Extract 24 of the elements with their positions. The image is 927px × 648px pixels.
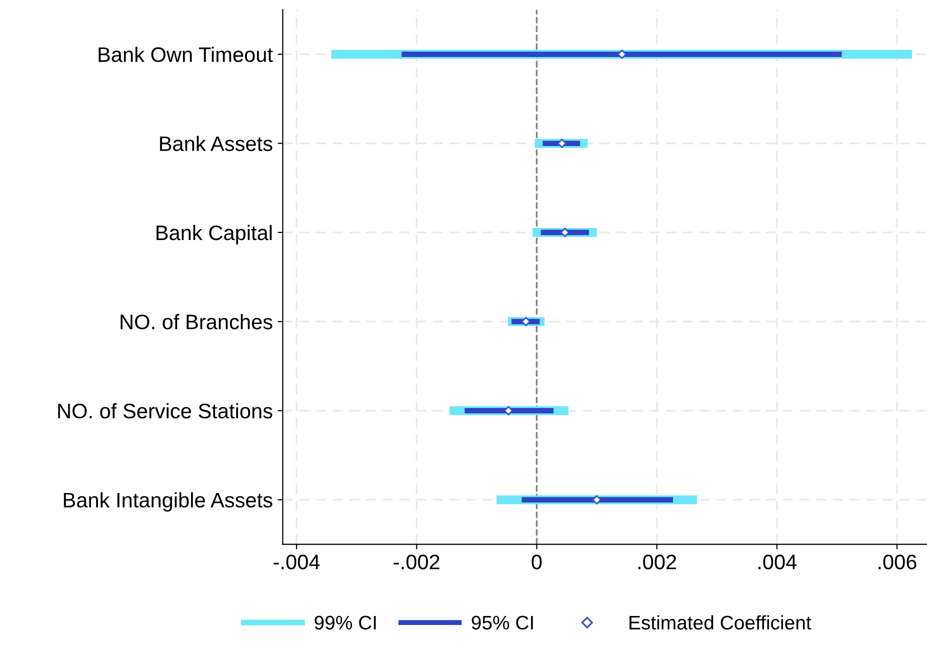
point: [560, 228, 570, 238]
point: [617, 50, 627, 59]
x-tick-label: -.004: [274, 554, 320, 570]
y-tick-label: Bank Intangible Assets: [64, 492, 272, 512]
x-tick-label: -.002: [394, 554, 440, 570]
point: [521, 316, 531, 326]
y-tick-label: Bank Capital: [156, 224, 272, 244]
y-tick-label: Bank Assets: [160, 136, 272, 152]
bar: [464, 408, 554, 414]
y-tick-label: NO. of Service Stations: [58, 403, 272, 418]
x-tick-label: .006: [878, 554, 916, 570]
y-tick-label: NO. of Branches: [120, 314, 272, 330]
x-tick-label: .004: [758, 554, 797, 570]
bar: [402, 52, 842, 57]
legend-label: 95% CI: [472, 616, 533, 630]
point: [504, 406, 514, 416]
y-tick-label: Bank Own Timeout: [98, 46, 273, 62]
x-tick-label: .002: [638, 554, 676, 570]
point: [557, 138, 567, 148]
point: [592, 495, 602, 504]
x-tick-label: 0: [532, 554, 542, 570]
bar: [522, 497, 674, 502]
legend-label: Estimated Coefficient: [630, 615, 812, 630]
legend-label: 99% CI: [314, 616, 376, 630]
